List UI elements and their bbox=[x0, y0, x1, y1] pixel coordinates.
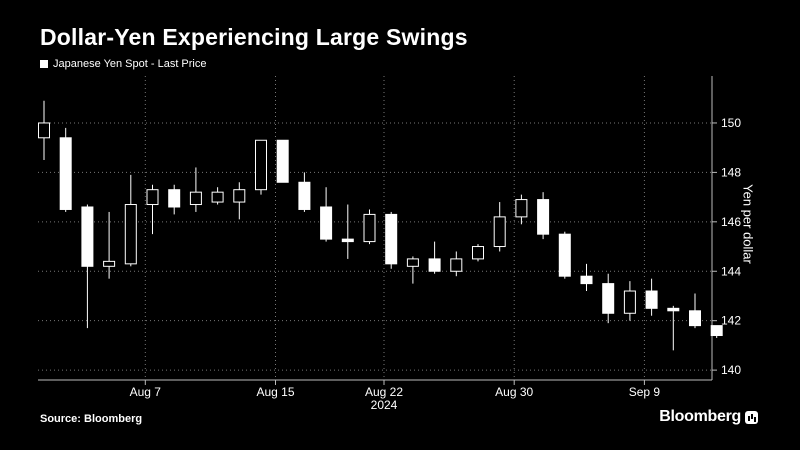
candle-29 bbox=[667, 305, 680, 351]
candle-body-25 bbox=[580, 275, 593, 285]
brand-logo: Bloomberg bbox=[659, 408, 758, 426]
candle-15 bbox=[363, 209, 376, 245]
candle-body-22 bbox=[515, 199, 528, 218]
candle-body-17 bbox=[406, 258, 419, 267]
candle-8 bbox=[211, 187, 224, 205]
candle-14 bbox=[341, 204, 354, 259]
candle-5 bbox=[146, 184, 159, 235]
candle-19 bbox=[450, 251, 463, 277]
candle-body-19 bbox=[450, 258, 463, 272]
candle-9 bbox=[233, 182, 246, 220]
y-tick-label-142: 142 bbox=[721, 314, 741, 328]
candle-body-20 bbox=[472, 246, 484, 260]
candle-body-11 bbox=[276, 139, 289, 183]
x-tick-label-Aug-7: Aug 7 bbox=[130, 385, 162, 399]
candle-body-30 bbox=[689, 310, 701, 327]
candle-12 bbox=[298, 172, 311, 212]
candle-body-13 bbox=[320, 206, 333, 240]
axis-labels: 140 142 144 146 148 150 Aug 7 Aug 15 Aug 22 Aug 3… bbox=[130, 116, 742, 412]
candle-body-9 bbox=[233, 189, 246, 203]
x-year-label: 2024 bbox=[371, 398, 398, 412]
candle-27 bbox=[623, 281, 636, 321]
x-tick-label-Sep-9: Sep 9 bbox=[629, 385, 661, 399]
candle-2 bbox=[81, 204, 94, 329]
candle-3 bbox=[103, 211, 116, 279]
x-tick-label-Aug-15: Aug 15 bbox=[256, 385, 294, 399]
candle-26 bbox=[602, 273, 615, 324]
candle-body-0 bbox=[38, 122, 50, 139]
legend: Japanese Yen Spot - Last Price bbox=[40, 58, 207, 70]
x-tick-label-Aug-22: Aug 22 bbox=[365, 385, 403, 399]
candle-body-7 bbox=[189, 191, 202, 206]
candle-body-26 bbox=[602, 283, 615, 314]
candle-body-6 bbox=[168, 189, 181, 208]
candle-1 bbox=[59, 127, 72, 212]
candle-body-12 bbox=[298, 181, 311, 210]
candle-7 bbox=[189, 167, 202, 212]
candle-body-1 bbox=[59, 137, 72, 210]
source-note: Source: Bloomberg bbox=[40, 413, 143, 425]
y-tick-label-150: 150 bbox=[721, 116, 741, 130]
candle-28 bbox=[645, 278, 658, 316]
candle-body-29 bbox=[667, 307, 680, 312]
candle-body-8 bbox=[211, 191, 224, 203]
candle-body-28 bbox=[645, 290, 658, 309]
y-tick-label-144: 144 bbox=[721, 264, 741, 278]
gridlines bbox=[38, 76, 712, 380]
candle-16 bbox=[385, 211, 398, 269]
candle-body-27 bbox=[623, 290, 636, 314]
candle-18 bbox=[428, 241, 441, 274]
candle-0 bbox=[38, 100, 50, 161]
candle-body-23 bbox=[537, 199, 550, 235]
y-axis-label: Yen per dollar bbox=[740, 184, 756, 264]
candle-21 bbox=[493, 202, 506, 252]
legend-swatch bbox=[40, 60, 48, 68]
candle-17 bbox=[406, 256, 419, 284]
y-tick-label-140: 140 bbox=[721, 363, 741, 377]
candle-body-24 bbox=[558, 233, 571, 277]
candle-body-2 bbox=[81, 206, 94, 267]
candle-body-31 bbox=[710, 325, 723, 337]
candle-23 bbox=[537, 192, 550, 240]
chart-title: Dollar-Yen Experiencing Large Swings bbox=[40, 24, 468, 50]
brand-name: Bloomberg bbox=[659, 408, 741, 425]
candle-24 bbox=[558, 231, 571, 279]
candle-4 bbox=[124, 174, 137, 267]
y-tick-label-148: 148 bbox=[721, 165, 741, 179]
x-tick-label-Aug-30: Aug 30 bbox=[495, 385, 533, 399]
candle-body-10 bbox=[255, 139, 267, 191]
candle-body-16 bbox=[385, 213, 398, 265]
candle-6 bbox=[168, 184, 181, 215]
candles bbox=[38, 100, 723, 351]
candle-body-4 bbox=[124, 204, 137, 265]
candle-20 bbox=[472, 244, 484, 262]
candle-body-21 bbox=[493, 216, 506, 248]
candle-10 bbox=[255, 139, 267, 195]
candle-30 bbox=[689, 293, 701, 329]
candle-13 bbox=[320, 187, 333, 242]
candle-body-15 bbox=[363, 213, 376, 243]
candle-25 bbox=[580, 263, 593, 292]
axes bbox=[38, 76, 717, 385]
y-tick-label-146: 146 bbox=[721, 215, 741, 229]
candle-31 bbox=[710, 325, 723, 338]
candle-body-14 bbox=[341, 238, 354, 243]
candle-body-18 bbox=[428, 258, 441, 272]
legend-label: Japanese Yen Spot - Last Price bbox=[53, 58, 207, 70]
bloomberg-icon bbox=[745, 410, 758, 424]
candle-body-3 bbox=[103, 260, 116, 267]
candle-body-5 bbox=[146, 189, 159, 206]
candle-11 bbox=[276, 139, 289, 183]
candle-22 bbox=[515, 194, 528, 225]
